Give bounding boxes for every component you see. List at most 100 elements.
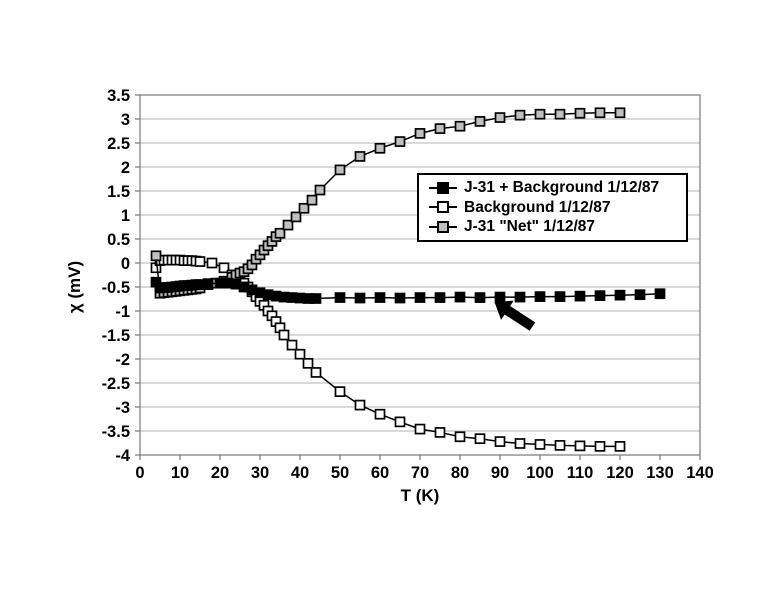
y-tick-label: 1 xyxy=(121,207,130,225)
data-point-j-31-net-1-12-87 xyxy=(374,142,386,154)
x-axis-title: T (K) xyxy=(400,486,440,505)
data-point-j-31-background-1-12-87 xyxy=(334,292,346,303)
data-point-j-31-net-1-12-87 xyxy=(434,123,446,134)
data-point-background-1-12-87 xyxy=(614,441,626,452)
y-tick-label: -3 xyxy=(115,399,130,417)
legend: J-31 + Background 1/12/87 Background 1/1… xyxy=(417,173,688,242)
data-point-j-31-background-1-12-87 xyxy=(614,289,626,301)
data-point-j-31-net-1-12-87 xyxy=(298,202,310,214)
legend-marker-open-square-icon xyxy=(429,201,457,214)
y-tick-label: 3.5 xyxy=(107,87,130,105)
data-point-j-31-background-1-12-87 xyxy=(202,278,214,289)
data-point-j-31-background-1-12-87 xyxy=(354,292,366,304)
data-point-j-31-net-1-12-87 xyxy=(282,219,294,231)
data-point-background-1-12-87 xyxy=(434,427,446,438)
data-point-j-31-background-1-12-87 xyxy=(414,292,426,303)
data-point-background-1-12-87 xyxy=(574,440,586,452)
data-point-j-31-net-1-12-87 xyxy=(414,128,426,139)
arrow-annotation-icon xyxy=(494,300,536,331)
plot-border xyxy=(139,94,701,456)
data-point-background-1-12-87 xyxy=(594,441,606,452)
y-tick-label: 2 xyxy=(121,159,130,177)
data-point-j-31-background-1-12-87 xyxy=(494,291,506,303)
data-point-j-31-net-1-12-87 xyxy=(534,108,546,120)
data-point-background-1-12-87 xyxy=(310,367,322,378)
data-point-j-31-background-1-12-87 xyxy=(534,291,546,302)
data-point-background-1-12-87 xyxy=(534,439,546,450)
legend-item: J-31 + Background 1/12/87 xyxy=(429,180,682,196)
data-point-j-31-background-1-12-87 xyxy=(310,293,322,304)
data-point-j-31-net-1-12-87 xyxy=(354,151,366,162)
x-tick-label: 90 xyxy=(491,464,509,482)
x-tick-label: 120 xyxy=(606,464,634,482)
x-tick-label: 40 xyxy=(291,464,309,482)
y-tick-label: 3 xyxy=(121,111,130,129)
data-point-j-31-background-1-12-87 xyxy=(394,292,406,304)
y-tick-label: -2 xyxy=(115,351,130,369)
x-tick-label: 20 xyxy=(211,464,229,482)
data-point-j-31-background-1-12-87 xyxy=(454,291,466,303)
x-tick-label: 30 xyxy=(251,464,269,482)
y-tick-label: 0.5 xyxy=(107,231,130,249)
data-point-background-1-12-87 xyxy=(494,436,506,447)
data-point-background-1-12-87 xyxy=(394,416,406,428)
data-point-j-31-net-1-12-87 xyxy=(454,120,466,132)
data-point-background-1-12-87 xyxy=(218,262,230,274)
data-point-j-31-net-1-12-87 xyxy=(150,250,162,262)
data-point-background-1-12-87 xyxy=(278,329,290,341)
x-tick-label: 110 xyxy=(567,464,594,482)
data-point-j-31-net-1-12-87 xyxy=(554,108,566,120)
data-point-background-1-12-87 xyxy=(514,438,526,449)
data-point-background-1-12-87 xyxy=(294,348,306,360)
legend-item: Background 1/12/87 xyxy=(429,200,682,216)
data-point-background-1-12-87 xyxy=(414,423,426,435)
y-tick-label: 1.5 xyxy=(107,183,130,201)
y-tick-label: -4 xyxy=(115,447,130,465)
legend-label: J-31 "Net" 1/12/87 xyxy=(464,218,596,236)
data-point-j-31-net-1-12-87 xyxy=(614,107,626,119)
legend-label: Background 1/12/87 xyxy=(464,198,611,216)
data-point-j-31-net-1-12-87 xyxy=(474,116,486,127)
x-tick-label: 50 xyxy=(331,464,349,482)
data-point-j-31-background-1-12-87 xyxy=(574,290,586,302)
y-tick-label: 0 xyxy=(121,255,130,273)
data-point-j-31-net-1-12-87 xyxy=(514,109,526,121)
y-tick-label: 2.5 xyxy=(107,135,130,153)
data-point-j-31-net-1-12-87 xyxy=(290,211,302,223)
x-tick-label: 140 xyxy=(686,464,714,482)
data-point-j-31-net-1-12-87 xyxy=(494,112,506,123)
data-point-j-31-net-1-12-87 xyxy=(394,136,406,147)
data-point-j-31-background-1-12-87 xyxy=(554,291,566,302)
data-point-background-1-12-87 xyxy=(206,257,218,269)
data-point-j-31-net-1-12-87 xyxy=(334,164,346,176)
y-axis-title: χ (mV) xyxy=(65,260,84,314)
y-tick-label: -1 xyxy=(115,303,130,321)
legend-marker-filled-square-icon xyxy=(429,181,457,194)
x-tick-label: 80 xyxy=(451,464,469,482)
data-point-j-31-net-1-12-87 xyxy=(314,184,326,196)
x-tick-label: 130 xyxy=(646,464,674,482)
x-tick-label: 70 xyxy=(411,464,429,482)
x-tick-label: 10 xyxy=(171,464,189,482)
data-point-j-31-background-1-12-87 xyxy=(654,288,666,300)
data-point-background-1-12-87 xyxy=(194,256,206,267)
data-point-background-1-12-87 xyxy=(374,408,386,420)
x-tick-label: 60 xyxy=(371,464,389,482)
data-point-j-31-background-1-12-87 xyxy=(474,292,486,303)
legend-marker-gray-square-icon xyxy=(429,221,457,234)
x-tick-label: 100 xyxy=(526,464,554,482)
data-point-j-31-net-1-12-87 xyxy=(306,194,318,206)
x-tick-label: 0 xyxy=(135,464,144,482)
data-point-j-31-background-1-12-87 xyxy=(434,292,446,303)
legend-label: J-31 + Background 1/12/87 xyxy=(464,179,660,197)
data-point-j-31-background-1-12-87 xyxy=(514,291,526,303)
y-tick-label: -2.5 xyxy=(102,375,130,393)
data-point-background-1-12-87 xyxy=(286,339,298,351)
data-point-j-31-net-1-12-87 xyxy=(574,107,586,119)
data-point-background-1-12-87 xyxy=(454,431,466,443)
legend-item: J-31 "Net" 1/12/87 xyxy=(429,219,682,235)
data-point-background-1-12-87 xyxy=(302,357,314,369)
data-point-j-31-background-1-12-87 xyxy=(374,292,386,303)
